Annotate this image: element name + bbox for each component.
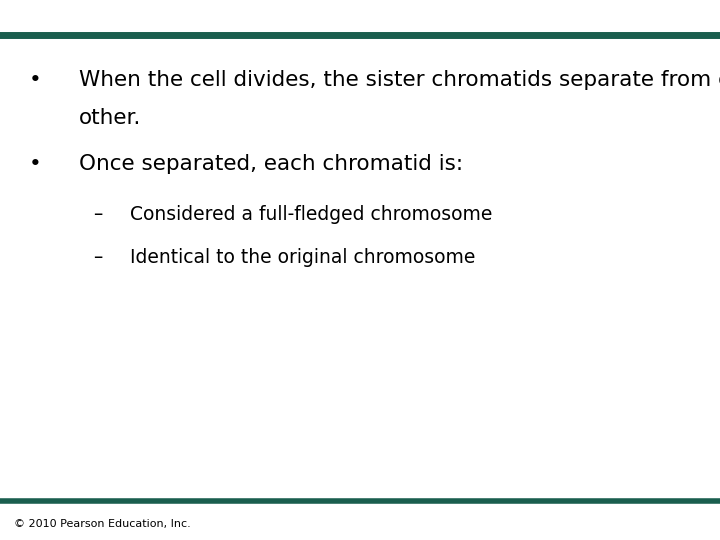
Text: –: – [94, 248, 103, 267]
Text: Identical to the original chromosome: Identical to the original chromosome [130, 248, 475, 267]
Text: When the cell divides, the sister chromatids separate from each: When the cell divides, the sister chroma… [79, 70, 720, 90]
Text: Considered a full-fledged chromosome: Considered a full-fledged chromosome [130, 205, 492, 224]
Text: Once separated, each chromatid is:: Once separated, each chromatid is: [79, 154, 464, 174]
Text: •: • [29, 70, 42, 90]
Text: © 2010 Pearson Education, Inc.: © 2010 Pearson Education, Inc. [14, 519, 191, 530]
Text: –: – [94, 205, 103, 224]
Text: •: • [29, 154, 42, 174]
Text: other.: other. [79, 108, 142, 128]
